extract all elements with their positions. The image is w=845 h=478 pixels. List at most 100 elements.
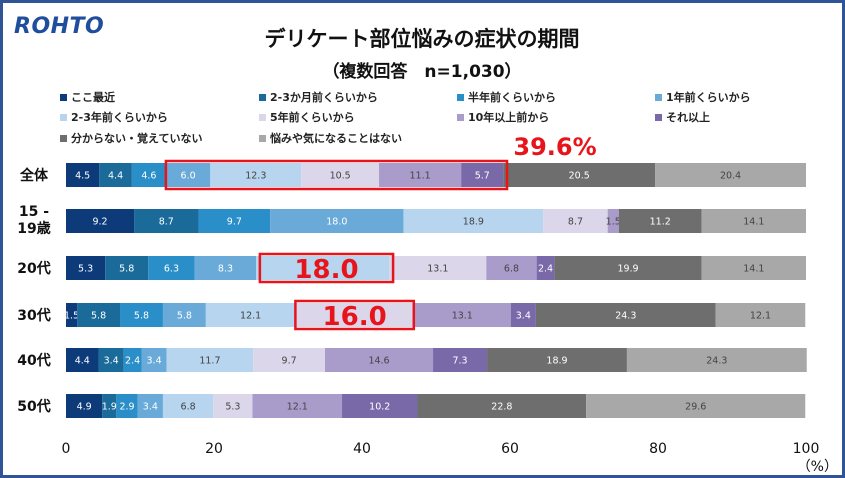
bar-segment xyxy=(66,209,135,233)
data-label: 18.9 xyxy=(463,217,484,228)
data-label: 5.8 xyxy=(134,311,149,322)
data-label: 19.9 xyxy=(617,264,638,275)
bar-segment xyxy=(536,256,555,280)
bar-segment xyxy=(66,163,100,187)
chart-subtitle: （複数回答 n=1,030） xyxy=(322,61,521,82)
data-label: 5.8 xyxy=(119,264,134,275)
bar-segment xyxy=(198,209,271,233)
legend-label: 2-3年前くらいから xyxy=(71,110,168,124)
data-label: 1.5 xyxy=(606,217,621,228)
data-label: 4.6 xyxy=(141,171,156,182)
bar-segment xyxy=(162,394,214,418)
bar-segment xyxy=(66,256,106,280)
chart-title: デリケート部位悩みの症状の期間 xyxy=(265,27,580,51)
bar-segment xyxy=(461,163,504,187)
data-label: 11.2 xyxy=(650,217,671,228)
data-label: 14.1 xyxy=(743,217,764,228)
bar-segment xyxy=(116,394,138,418)
bar-segment xyxy=(210,163,302,187)
bar-segment xyxy=(134,209,199,233)
data-label: 10.2 xyxy=(369,402,390,413)
legend-swatch xyxy=(259,135,266,142)
data-label: 5.3 xyxy=(78,264,93,275)
legend-label: 分からない・覚えていない xyxy=(71,131,202,145)
bar-segment xyxy=(403,209,544,233)
data-label: 12.1 xyxy=(287,402,308,413)
bar-segment xyxy=(162,303,206,327)
data-label: 4.5 xyxy=(75,171,90,182)
data-label: 1.5 xyxy=(64,311,79,322)
bar-segment xyxy=(123,348,142,372)
bar-segment xyxy=(701,209,806,233)
bar-segment xyxy=(389,256,487,280)
legend-swatch xyxy=(60,135,67,142)
data-label: 13.1 xyxy=(427,264,448,275)
data-label: 4.4 xyxy=(75,356,90,367)
annotations: 39.6% 18.0 16.0 xyxy=(164,133,597,332)
data-label: 2.4 xyxy=(125,356,140,367)
data-label: 5.8 xyxy=(177,311,192,322)
data-label: 9.7 xyxy=(282,356,297,367)
bar-segment xyxy=(66,348,99,372)
bar-segment xyxy=(417,394,587,418)
legend-swatch xyxy=(60,114,67,121)
data-label: 11.1 xyxy=(410,171,431,182)
bar-segment xyxy=(535,303,716,327)
highlight-box xyxy=(294,299,416,331)
bar-segment xyxy=(607,209,619,233)
category-label: 全体 xyxy=(19,167,49,184)
bars: 全体 4.5 4.4 4.6 6.0 12.3 10.5 11.1 5.7 20.5 20.4 15 … xyxy=(17,163,807,418)
data-label: 9.2 xyxy=(92,217,107,228)
data-label: 18.9 xyxy=(546,356,567,367)
data-label: 6.3 xyxy=(164,264,179,275)
data-label: 20.4 xyxy=(720,171,741,182)
bar-segment xyxy=(270,209,404,233)
bar-segment xyxy=(413,303,511,327)
bar-segment xyxy=(701,256,806,280)
data-label: 3.4 xyxy=(516,311,531,322)
data-label: 2.9 xyxy=(119,402,134,413)
bar-segment xyxy=(253,348,325,372)
data-label: 4.4 xyxy=(108,171,123,182)
data-label: 6.8 xyxy=(504,264,519,275)
data-label: 24.3 xyxy=(615,311,636,322)
data-label: 12.1 xyxy=(750,311,771,322)
bar-segment xyxy=(105,256,149,280)
data-label: 18.0 xyxy=(326,217,347,228)
legend-label: 5年前くらいから xyxy=(270,110,355,124)
data-label: 29.6 xyxy=(685,402,706,413)
data-label: 9.7 xyxy=(227,217,242,228)
data-label: 3.4 xyxy=(147,356,162,367)
category-label: 40代 xyxy=(17,352,50,369)
bar-segment xyxy=(102,394,117,418)
data-label: 7.3 xyxy=(452,356,467,367)
bar-segment xyxy=(543,209,608,233)
data-label: 14.1 xyxy=(743,264,764,275)
data-label: 5.7 xyxy=(475,171,490,182)
legend-label: 2-3か月前くらいから xyxy=(270,90,378,104)
highlight-box xyxy=(258,252,395,284)
bar-segment xyxy=(487,348,627,372)
data-label: 5.3 xyxy=(225,402,240,413)
category-label: 30代 xyxy=(17,307,50,324)
legend-label: 悩みや気になることはない xyxy=(269,131,402,145)
data-label: 2.4 xyxy=(538,264,553,275)
category-label: 50代 xyxy=(17,398,50,415)
data-label: 24.3 xyxy=(706,356,727,367)
data-label: 4.9 xyxy=(77,402,92,413)
data-label: 6.0 xyxy=(181,171,196,182)
category-label: 15 -19歳 xyxy=(17,204,50,237)
bar-segment xyxy=(205,303,296,327)
bar-segment xyxy=(99,163,132,187)
x-tick-label: 100 xyxy=(793,441,820,457)
annotation-value: 18.0 xyxy=(294,255,358,285)
legend-swatch xyxy=(60,94,67,101)
data-label: 8.7 xyxy=(568,217,583,228)
bar-segment xyxy=(256,256,390,280)
unit-label: （%） xyxy=(797,459,838,475)
bar-segment xyxy=(655,163,806,187)
data-label: 5.8 xyxy=(91,311,106,322)
data-label: 6.8 xyxy=(181,402,196,413)
category-label: 20代 xyxy=(17,260,50,277)
legend-label: 半年前くらいから xyxy=(468,90,556,104)
